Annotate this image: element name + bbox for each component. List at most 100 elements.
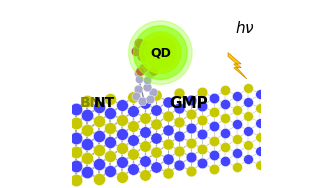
Point — [119, 175, 124, 178]
Point — [136, 42, 141, 45]
Point — [211, 111, 216, 114]
Point — [108, 155, 113, 158]
Point — [148, 97, 153, 100]
Point — [119, 132, 124, 135]
Point — [96, 120, 102, 123]
Point — [234, 94, 240, 97]
Point — [85, 171, 90, 174]
Point — [165, 129, 171, 132]
Point — [234, 109, 240, 112]
Point — [154, 137, 159, 140]
Point — [200, 90, 205, 93]
Point — [246, 129, 251, 132]
Circle shape — [139, 32, 181, 74]
Point — [136, 78, 141, 81]
Circle shape — [144, 37, 176, 69]
Point — [188, 98, 194, 101]
Point — [85, 142, 90, 145]
Point — [257, 121, 263, 124]
Text: GMP: GMP — [169, 96, 208, 111]
Point — [257, 107, 263, 110]
Polygon shape — [228, 53, 247, 79]
Point — [154, 122, 159, 125]
Point — [142, 102, 147, 105]
Point — [142, 145, 147, 148]
Point — [246, 86, 251, 89]
Point — [85, 99, 90, 102]
Point — [257, 150, 263, 153]
Point — [144, 49, 150, 52]
Point — [154, 151, 159, 154]
Point — [108, 140, 113, 143]
Point — [188, 155, 194, 158]
Point — [119, 161, 124, 164]
Point — [142, 173, 147, 176]
Point — [96, 106, 102, 109]
Point — [150, 70, 155, 73]
Point — [177, 92, 182, 95]
Point — [85, 157, 90, 160]
Point — [131, 139, 136, 142]
Point — [137, 70, 142, 73]
Point — [73, 122, 78, 125]
Point — [131, 124, 136, 127]
Circle shape — [128, 21, 192, 84]
Point — [96, 149, 102, 152]
Point — [142, 159, 147, 162]
Point — [223, 102, 228, 105]
Point — [142, 68, 147, 71]
Point — [150, 91, 155, 94]
Point — [96, 163, 102, 166]
Point — [154, 94, 159, 97]
Point — [154, 108, 159, 111]
Point — [133, 94, 139, 97]
Point — [257, 92, 263, 96]
Point — [142, 130, 147, 133]
Point — [246, 101, 251, 104]
Point — [108, 126, 113, 129]
Point — [108, 98, 113, 101]
Point — [234, 123, 240, 126]
Point — [223, 131, 228, 134]
Point — [133, 49, 138, 52]
Point — [142, 44, 147, 47]
Point — [211, 153, 216, 156]
Point — [223, 160, 228, 163]
Point — [154, 165, 159, 168]
Point — [211, 168, 216, 171]
Point — [200, 147, 205, 150]
Point — [234, 137, 240, 140]
Point — [188, 112, 194, 115]
Point — [246, 115, 251, 118]
Point — [177, 135, 182, 138]
Point — [165, 100, 171, 103]
Point — [200, 104, 205, 107]
Text: NT: NT — [94, 96, 115, 110]
Point — [119, 118, 124, 121]
Point — [96, 134, 102, 137]
Circle shape — [151, 43, 170, 62]
Point — [223, 117, 228, 120]
Point — [177, 149, 182, 152]
Point — [73, 179, 78, 182]
Text: BN: BN — [80, 96, 102, 110]
Point — [85, 114, 90, 117]
Point — [165, 114, 171, 117]
Point — [200, 133, 205, 136]
Point — [211, 96, 216, 99]
Point — [188, 170, 194, 173]
Point — [188, 141, 194, 144]
Point — [119, 147, 124, 150]
Point — [73, 150, 78, 153]
Point — [73, 165, 78, 168]
Point — [246, 143, 251, 146]
Point — [85, 128, 90, 131]
Point — [131, 167, 136, 170]
Point — [96, 177, 102, 180]
Point — [188, 127, 194, 130]
Point — [136, 88, 141, 91]
Point — [144, 86, 149, 89]
Point — [234, 152, 240, 155]
Point — [131, 153, 136, 156]
Point — [119, 104, 124, 107]
